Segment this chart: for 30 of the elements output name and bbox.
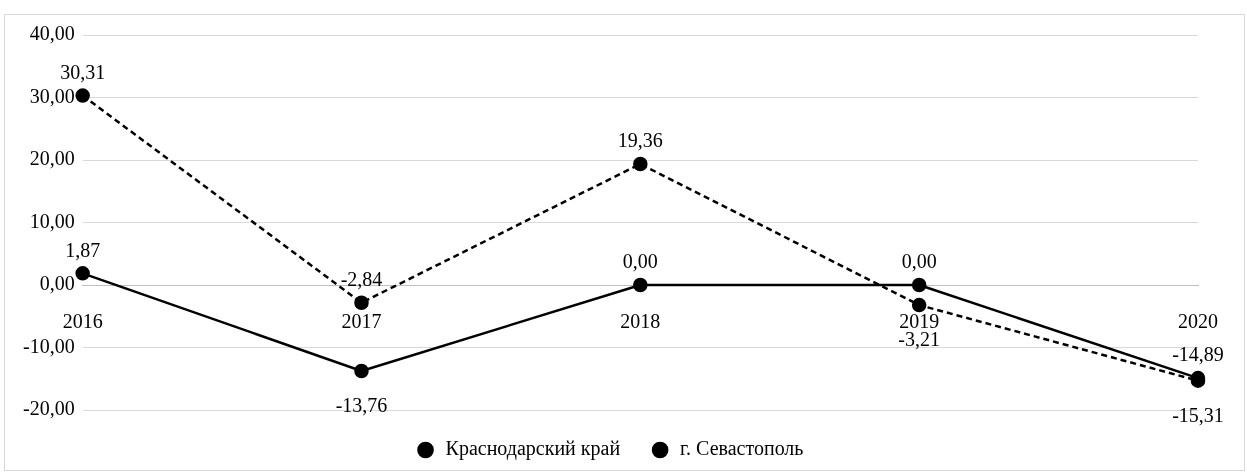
y-tick-label: 0,00 xyxy=(39,272,75,295)
data-label: -15,31 xyxy=(1172,403,1224,426)
point xyxy=(354,295,369,310)
point xyxy=(354,363,369,379)
y-tick-label: -20,00 xyxy=(22,397,75,420)
point xyxy=(75,88,90,103)
point xyxy=(75,266,90,281)
point xyxy=(633,277,648,293)
data-label: 19,36 xyxy=(617,129,663,152)
data-label: -13,76 xyxy=(335,394,388,417)
y-tick-label: -10,00 xyxy=(22,334,75,357)
x-tick-label: 2016 xyxy=(62,310,103,333)
point xyxy=(911,277,927,293)
point xyxy=(911,297,927,313)
y-tick-label: 10,00 xyxy=(29,209,75,232)
y-tick-label: 40,00 xyxy=(29,22,75,45)
x-tick-label: 2017 xyxy=(341,310,382,333)
x-tick-label: 2018 xyxy=(620,310,661,333)
data-label: 0,00 xyxy=(901,250,937,273)
legend-label: Краснодарский край xyxy=(445,437,621,461)
y-tick-label: 20,00 xyxy=(29,147,75,170)
data-label: -14,89 xyxy=(1172,343,1224,366)
y-tick-label: 30,00 xyxy=(29,84,75,107)
legend-label: г. Севастополь xyxy=(680,437,804,460)
data-label: 0,00 xyxy=(622,250,658,273)
data-label: 1,87 xyxy=(65,238,101,261)
data-label: -2,84 xyxy=(340,268,383,290)
point xyxy=(633,156,648,172)
x-tick-label: 2020 xyxy=(1178,310,1218,333)
data-label: 30,31 xyxy=(60,60,106,83)
